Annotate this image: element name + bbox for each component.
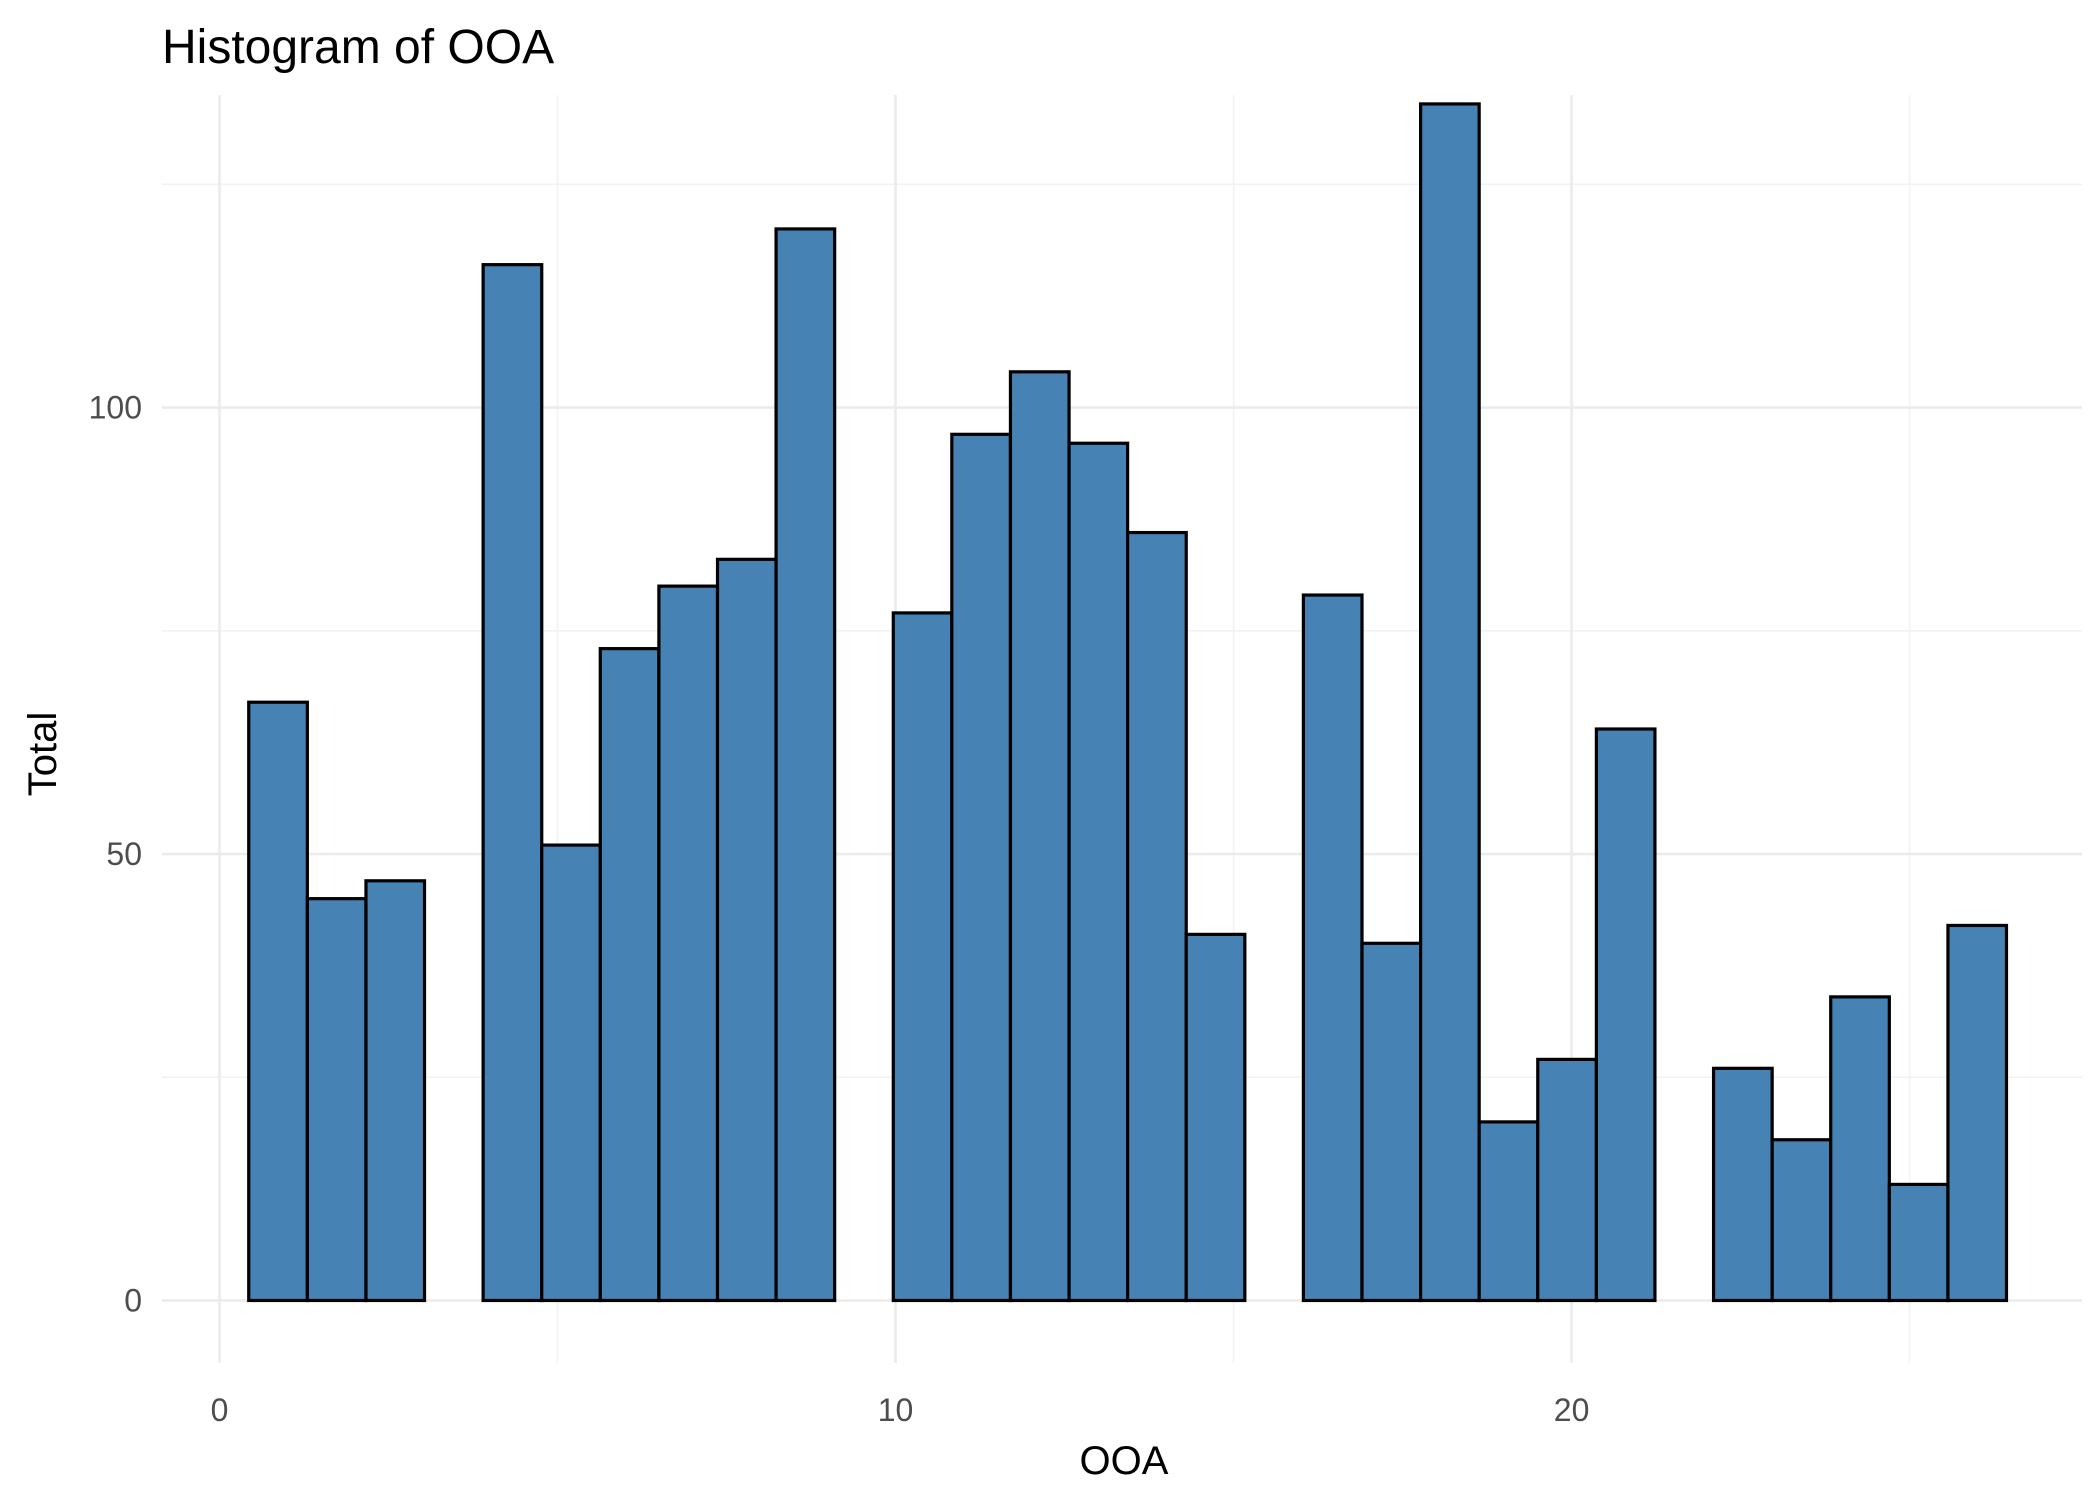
histogram-bar-2 [307,899,366,1301]
histogram-bar-12 [893,613,952,1301]
y-tick-label: 100 [89,390,142,426]
histogram-bar-29 [1889,1184,1948,1300]
histogram-bars [249,104,2007,1301]
histogram-bar-19 [1303,595,1362,1300]
x-axis-title: OOA [1080,1439,1169,1483]
histogram-bar-24 [1596,729,1655,1300]
x-tick-label: 0 [211,1392,229,1428]
histogram-bar-30 [1948,925,2007,1300]
y-axis-ticks: 0 50 100 [89,390,142,1319]
histogram-bar-1 [249,702,308,1300]
histogram-bar-3 [366,881,425,1301]
histogram-bar-9 [718,559,777,1300]
y-tick-label: 0 [124,1282,142,1318]
histogram-bar-17 [1186,934,1245,1300]
histogram-bar-15 [1069,443,1128,1300]
histogram-bar-27 [1772,1140,1831,1301]
histogram-bar-7 [600,649,659,1301]
histogram-bar-21 [1421,104,1480,1301]
y-axis-title: Total [21,712,65,797]
histogram-bar-26 [1714,1068,1773,1300]
histogram-bar-10 [776,229,835,1301]
y-tick-label: 50 [106,836,142,872]
histogram-bar-28 [1831,997,1890,1301]
chart-title: Histogram of OOA [162,21,554,74]
histogram-bar-16 [1128,533,1187,1301]
histogram-bar-13 [952,434,1011,1300]
histogram-bar-5 [483,265,542,1301]
histogram-bar-8 [659,586,718,1300]
x-tick-label: 20 [1554,1392,1590,1428]
x-tick-label: 10 [878,1392,914,1428]
histogram-bar-20 [1362,943,1421,1300]
x-axis-ticks: 0 10 20 [211,1392,1590,1428]
histogram-bar-6 [542,845,601,1300]
histogram-bar-22 [1479,1122,1538,1301]
histogram-bar-14 [1010,372,1069,1301]
histogram-bar-23 [1538,1059,1597,1300]
